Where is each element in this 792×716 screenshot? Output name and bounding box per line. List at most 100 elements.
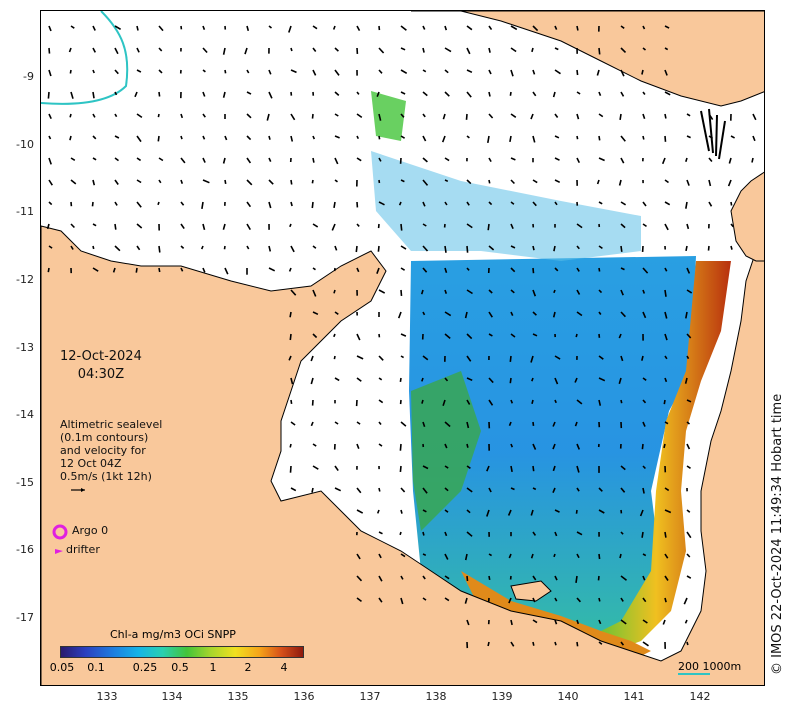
velocity-arrow [598, 377, 606, 382]
velocity-arrow [507, 509, 512, 516]
velocity-arrow [618, 179, 622, 186]
velocity-arrow [444, 487, 449, 492]
velocity-arrow [510, 619, 513, 626]
velocity-arrow [356, 113, 363, 119]
velocity-arrow [136, 179, 142, 184]
velocity-arrow [69, 135, 72, 141]
velocity-arrow [334, 179, 338, 183]
velocity-arrow [332, 25, 336, 30]
velocity-arrow [356, 333, 361, 341]
velocity-arrow [685, 157, 688, 162]
velocity-arrow [466, 69, 473, 74]
lat-label: -9 [23, 70, 34, 83]
velocity-arrow [223, 245, 226, 250]
velocity-arrow [422, 47, 425, 53]
velocity-arrow [598, 641, 603, 645]
velocity-arrow [488, 25, 493, 31]
velocity-arrow [510, 47, 517, 53]
velocity-arrow [444, 553, 449, 560]
velocity-arrow [487, 641, 490, 647]
velocity-arrow [554, 201, 558, 206]
velocity-arrow [378, 377, 383, 381]
velocity-arrow [686, 531, 692, 539]
velocity-arrow [664, 135, 667, 142]
velocity-arrow [268, 267, 276, 272]
velocity-arrow [158, 69, 163, 74]
velocity-arrow [686, 223, 690, 230]
velocity-arrow [378, 597, 383, 603]
velocity-arrow [444, 69, 449, 74]
velocity-arrow [422, 487, 428, 494]
velocity-arrow [378, 201, 385, 206]
velocity-arrow [268, 69, 272, 75]
velocity-arrow [400, 47, 406, 51]
velocity-arrow [312, 443, 317, 447]
velocity-arrow [576, 311, 583, 317]
velocity-arrow [378, 421, 382, 425]
velocity-arrow [730, 201, 733, 206]
velocity-arrow [576, 597, 581, 603]
velocity-arrow [598, 509, 605, 514]
velocity-arrow [598, 91, 602, 97]
velocity-arrow [92, 245, 95, 250]
velocity-arrow [684, 377, 688, 384]
velocity-arrow [399, 443, 402, 451]
velocity-arrow [466, 289, 473, 295]
velocity-arrow [620, 575, 627, 581]
velocity-arrow [312, 69, 317, 76]
velocity-arrow [664, 509, 672, 514]
velocity-arrow [510, 333, 516, 338]
velocity-arrow [531, 377, 534, 382]
velocity-arrow [466, 223, 473, 229]
map-date: 12-Oct-2024 [60, 349, 142, 364]
velocity-arrow [554, 113, 559, 118]
velocity-arrow [662, 619, 666, 625]
velocity-arrow [596, 179, 600, 185]
velocity-arrow [268, 135, 271, 140]
velocity-arrow [598, 113, 604, 118]
velocity-arrow [576, 399, 583, 405]
velocity-arrow [202, 157, 206, 163]
velocity-arrow [378, 487, 381, 492]
lat-label: -14 [16, 408, 34, 421]
colorbar-title: Chl-a mg/m3 OCi SNPP [110, 628, 236, 641]
velocity-arrow [554, 157, 560, 161]
lon-label: 139 [491, 690, 513, 703]
velocity-arrow [48, 113, 52, 120]
velocity-arrow [466, 619, 470, 626]
velocity-arrow [598, 553, 601, 560]
velocity-arrow [664, 311, 668, 319]
velocity-arrow [620, 267, 625, 271]
velocity-arrow [400, 333, 407, 337]
velocity-arrow [334, 377, 340, 382]
velocity-arrow [752, 113, 757, 121]
velocity-arrow [576, 553, 580, 559]
velocity-arrow [708, 179, 712, 187]
colorbar-tick: 0.05 [49, 661, 75, 674]
velocity-arrow [312, 465, 319, 470]
velocity-arrow [289, 223, 292, 228]
velocity-arrow [532, 333, 538, 337]
velocity-arrow [180, 245, 185, 249]
velocity-arrow [290, 201, 293, 207]
velocity-arrow [686, 135, 691, 139]
argo-icon [52, 524, 68, 540]
velocity-arrow [466, 377, 473, 382]
velocity-arrow [642, 223, 647, 228]
velocity-arrows [46, 25, 757, 649]
velocity-arrow [334, 421, 339, 425]
velocity-arrow [642, 487, 645, 494]
velocity-arrow [554, 69, 561, 75]
velocity-arrow [355, 245, 358, 253]
velocity-arrow [422, 465, 429, 470]
velocity-arrow [246, 91, 252, 95]
colorbar-tick: 0.1 [87, 661, 105, 674]
argo-label: Argo 0 [72, 524, 109, 537]
velocity-arrow [510, 289, 515, 294]
velocity-arrow [201, 201, 204, 210]
chl-coastal-east [581, 261, 731, 656]
velocity-arrow [488, 91, 491, 97]
velocity-arrow [69, 69, 72, 74]
velocity-arrow [92, 223, 97, 227]
velocity-arrow [202, 113, 206, 118]
